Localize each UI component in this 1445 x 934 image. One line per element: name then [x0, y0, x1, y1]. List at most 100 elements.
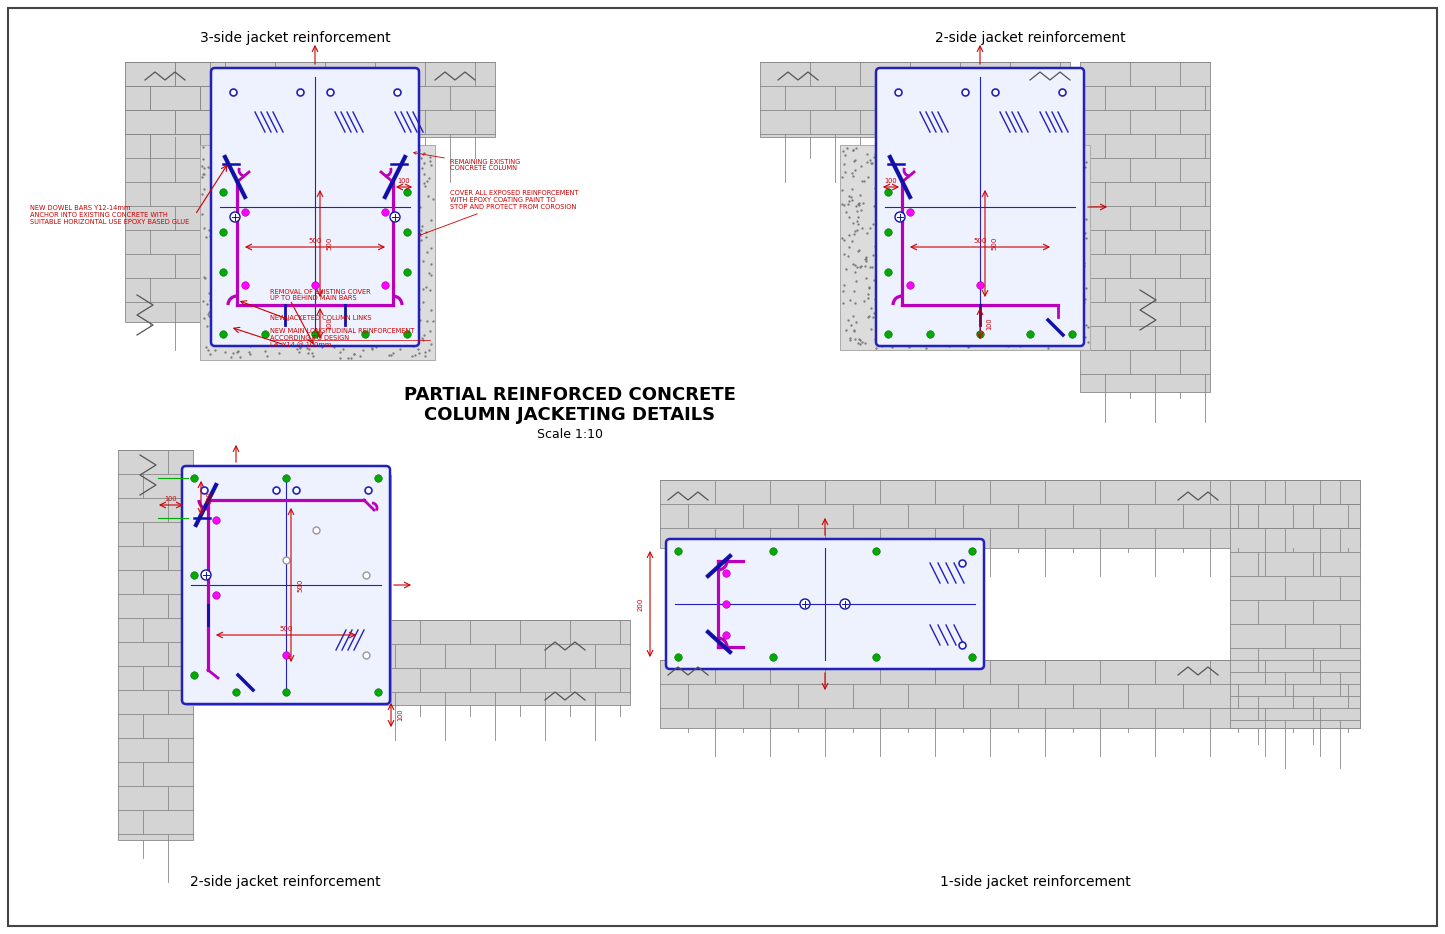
Point — [944, 289, 967, 304]
Point — [361, 628, 384, 643]
Point — [331, 341, 354, 356]
Point — [376, 631, 399, 646]
Point — [857, 309, 880, 324]
Point — [955, 159, 978, 174]
Point — [347, 236, 370, 251]
Point — [972, 330, 996, 345]
Point — [220, 179, 243, 194]
Point — [353, 653, 376, 668]
Point — [418, 170, 441, 185]
Point — [211, 559, 234, 574]
Point — [853, 335, 876, 350]
Point — [370, 276, 393, 291]
Point — [345, 336, 368, 351]
Point — [868, 141, 892, 156]
Point — [725, 559, 749, 574]
Point — [959, 249, 983, 264]
Point — [308, 210, 331, 225]
Point — [941, 280, 964, 295]
Point — [191, 517, 214, 532]
Point — [237, 474, 260, 488]
Point — [662, 642, 685, 657]
Point — [1048, 271, 1071, 286]
Point — [353, 538, 376, 553]
Point — [197, 160, 220, 175]
Point — [842, 323, 866, 338]
Point — [335, 545, 358, 560]
Point — [730, 560, 753, 575]
Point — [198, 595, 221, 610]
Point — [1069, 292, 1092, 307]
Point — [1038, 194, 1061, 209]
Point — [736, 612, 759, 627]
Point — [1075, 154, 1098, 169]
Point — [958, 167, 981, 182]
Point — [279, 471, 302, 486]
Point — [225, 166, 249, 181]
Point — [751, 619, 775, 634]
Point — [283, 256, 306, 271]
Point — [296, 184, 319, 199]
Point — [1043, 319, 1066, 334]
Point — [374, 275, 397, 290]
Point — [1017, 310, 1040, 325]
Point — [298, 317, 321, 332]
Point — [328, 678, 351, 693]
Point — [857, 170, 880, 185]
Point — [968, 328, 991, 343]
Point — [868, 221, 892, 236]
Point — [334, 506, 357, 521]
Point — [1011, 217, 1035, 232]
Point — [1055, 149, 1078, 164]
Point — [309, 654, 332, 669]
Point — [341, 588, 364, 603]
Point — [1039, 254, 1062, 269]
Point — [1051, 258, 1074, 273]
Point — [192, 311, 215, 326]
Point — [351, 262, 374, 276]
Point — [396, 302, 419, 317]
Point — [250, 291, 273, 306]
Point — [853, 259, 876, 274]
Point — [688, 576, 711, 591]
Point — [935, 241, 958, 256]
Point — [251, 672, 275, 686]
Point — [340, 167, 363, 182]
Point — [679, 581, 702, 596]
Point — [1023, 318, 1046, 333]
Point — [344, 517, 367, 532]
Point — [344, 691, 367, 706]
Point — [867, 279, 890, 294]
Point — [322, 145, 345, 160]
Point — [207, 532, 230, 547]
Point — [201, 185, 224, 200]
Point — [322, 213, 345, 228]
Point — [246, 598, 269, 613]
Point — [251, 658, 275, 673]
Point — [402, 224, 425, 239]
Point — [380, 145, 403, 160]
Point — [1017, 175, 1040, 190]
Point — [923, 245, 946, 260]
Point — [831, 144, 854, 159]
Point — [944, 237, 967, 252]
Point — [1013, 304, 1036, 318]
Point — [337, 599, 360, 614]
Point — [850, 174, 873, 189]
Point — [1048, 335, 1071, 350]
Point — [345, 537, 368, 552]
Point — [370, 474, 393, 489]
Point — [277, 201, 301, 216]
Point — [282, 155, 305, 170]
Point — [354, 629, 377, 644]
Point — [1007, 223, 1030, 238]
Point — [952, 296, 975, 311]
Point — [218, 477, 241, 492]
Point — [1035, 181, 1058, 196]
Point — [277, 165, 301, 180]
Point — [347, 288, 370, 303]
Point — [1029, 231, 1052, 246]
Point — [228, 158, 251, 173]
Point — [220, 141, 243, 156]
Point — [272, 507, 295, 522]
